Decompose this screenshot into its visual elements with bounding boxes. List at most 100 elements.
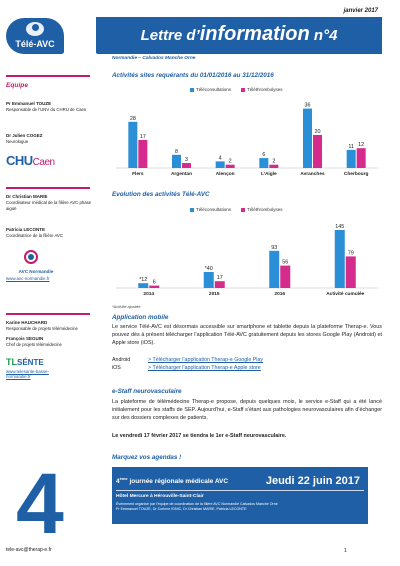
event-name: journée régionale médicale AVC — [127, 478, 229, 486]
bar-telethrombolyses — [269, 164, 279, 168]
person-seguin: François SEGUIN Chef de projets téléméde… — [6, 336, 94, 348]
bar-telethrombolyses — [313, 135, 322, 168]
telesante-link-line2: normandie.fr — [6, 374, 31, 379]
section-title-activities: Activités sites requérants du 01/01/2016… — [112, 72, 274, 79]
event-date: Jeudi 22 juin 2017 — [265, 475, 360, 487]
category-tick-label: Cherbourg — [344, 171, 369, 177]
bar-teleconsultations — [128, 121, 138, 168]
bar-telethrombolyses — [280, 265, 291, 288]
section-title-agenda: Marquez vos agendas ! — [112, 454, 182, 461]
android-download-link[interactable]: > Télécharger l’application Therap-e Goo… — [148, 357, 264, 363]
event-banner: 4ème journée régionale médicale AVC Jeud… — [112, 467, 368, 524]
chart2-legend: Téléconsultations Téléthrombolyses — [190, 207, 283, 212]
bar-teleconsultations — [303, 108, 312, 168]
bar-value-label: 20 — [315, 129, 321, 135]
person-role: Coordinateur médical de la filière AVC p… — [6, 200, 92, 211]
android-download-row: Android > Télécharger l’application Ther… — [112, 357, 263, 363]
sidebar: Télé-AVC Equipe Pr Emmanuel TOUZE Respon… — [0, 0, 96, 566]
person-leconte: Patricia LECONTE Coordinatrice de la fil… — [6, 227, 94, 239]
title-big: information — [199, 23, 310, 45]
logo-head-icon — [32, 24, 39, 31]
tele-avc-logo: Télé-AVC — [6, 18, 64, 54]
event-number: 4 — [116, 478, 120, 486]
issue-number: 4 — [16, 456, 64, 552]
bar-value-label: 8 — [175, 149, 178, 155]
person-name: Patricia LECONTE — [6, 227, 46, 232]
category-tick-label: Activité cumulée — [326, 291, 364, 297]
bar-telethrombolyses — [225, 164, 235, 168]
bar-telethrombolyses — [345, 256, 356, 288]
chu-caen-logo: CHUCaen — [6, 153, 55, 168]
bar-value-label: 145 — [335, 224, 344, 230]
bar-value-label: 6 — [153, 280, 156, 286]
category-tick-label: 2015 — [209, 291, 220, 297]
bar-value-label: 79 — [348, 250, 354, 256]
bar-value-label: 2 — [272, 159, 275, 165]
contact-email[interactable]: tele-avc@therap-e.fr — [6, 547, 52, 553]
bar-value-label: 56 — [282, 260, 288, 266]
event-description: Événement organisé par l’équipe de coord… — [116, 502, 278, 511]
telesante-logo-mark: TL — [6, 357, 17, 367]
avc-normandie-link[interactable]: www.avc-normandie.fr — [6, 276, 50, 281]
chart-evolution: *12 6 2014 *40 17 2015 93 56 2016 145 79 Activité c… — [116, 224, 378, 297]
legend-swatch — [190, 87, 194, 92]
issue-date: janvier 2017 — [343, 8, 378, 14]
legend-item: Téléthrombolyses — [241, 87, 283, 92]
legend-label: Téléconsultations — [196, 87, 232, 92]
bar-value-label: 2 — [229, 159, 232, 165]
legend-swatch — [241, 87, 246, 92]
sidebar-divider — [6, 313, 90, 315]
ios-download-link[interactable]: > Télécharger l’application Therap-e App… — [148, 365, 261, 371]
chu-logo-city: Caen — [32, 157, 55, 168]
person-marie: Dr Christian MARIE Coordinateur médical … — [6, 194, 94, 212]
event-place: Hôtel Mercure à Hérouville-Saint-Clair — [116, 494, 204, 499]
category-tick-label: Flers — [132, 171, 144, 177]
bar-teleconsultations — [334, 230, 345, 288]
telesante-logo: TLSÉNTE — [6, 352, 46, 368]
person-hauchard: Karine HAUCHARD Responsable de projets t… — [6, 320, 94, 332]
category-tick-label: L’Aigle — [261, 171, 277, 177]
bar-value-label: 6 — [262, 152, 265, 158]
bar-teleconsultations — [215, 161, 225, 168]
bar-teleconsultations — [346, 149, 356, 168]
bar-teleconsultations — [138, 283, 149, 288]
telesante-link[interactable]: www.telesante-basse- normandie.fr — [6, 369, 49, 379]
person-name: Pr Emmanuel TOUZE — [6, 101, 52, 106]
bar-teleconsultations — [172, 154, 181, 168]
legend-swatch — [241, 207, 246, 212]
category-tick-label: 2016 — [274, 291, 285, 297]
section-title-estaff: e-Staff neurovasculaire — [112, 388, 182, 395]
ios-label: iOS — [112, 365, 121, 371]
person-role: Chef de projets télémédecine — [6, 342, 62, 348]
newsletter-title: Lettre d’information n°4 — [96, 23, 382, 46]
person-role: Neurologue — [6, 139, 29, 145]
category-tick-label: Avranches — [300, 171, 325, 177]
bar-value-label: 28 — [130, 116, 136, 122]
chart-footnote: *Activité ajustée — [112, 304, 141, 309]
bar-teleconsultations — [259, 158, 269, 168]
bar-value-label: 17 — [140, 134, 146, 140]
page-number: 1 — [344, 548, 347, 554]
person-touze: Pr Emmanuel TOUZE Responsable de l’UNV d… — [6, 101, 94, 113]
legend-item: Téléconsultations — [190, 87, 231, 92]
person-name: Karine HAUCHARD — [6, 320, 48, 325]
legend-item: Téléthrombolyses — [241, 207, 283, 212]
bar-telethrombolyses — [182, 163, 191, 168]
bar-value-label: 3 — [185, 157, 188, 163]
estaff-announcement: Le vendredi 17 février 2017 se tiendra l… — [112, 433, 287, 439]
person-cogez: Dr Julien COGEZ Neurologue — [6, 133, 94, 145]
legend-label: Téléthrombolyses — [247, 207, 283, 212]
bar-value-label: 11 — [348, 144, 354, 150]
title-prefix: Lettre d’ — [140, 27, 200, 44]
estaff-paragraph: La plateforme de télémédecine Therap-e p… — [112, 399, 382, 421]
bar-value-label: 17 — [217, 275, 223, 281]
legend-item: Téléconsultations — [190, 207, 231, 212]
telesante-link-line1: www.telesante-basse- — [6, 369, 49, 374]
bar-teleconsultations — [269, 250, 280, 288]
bar-value-label: *40 — [205, 266, 213, 272]
bar-telethrombolyses — [138, 139, 148, 168]
category-tick-label: Argentan — [171, 171, 192, 177]
person-name: Dr Julien COGEZ — [6, 133, 43, 138]
header-subtitle: Normandie – Calvados Manche Orne — [112, 56, 196, 61]
bar-value-label: 93 — [271, 245, 277, 251]
